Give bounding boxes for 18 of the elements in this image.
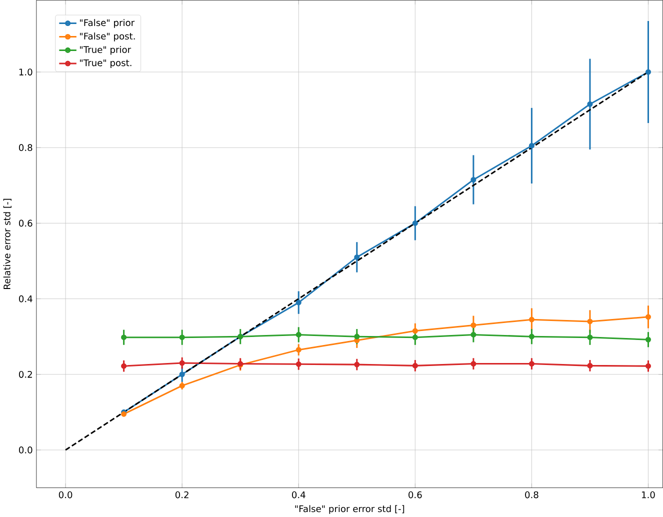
- y-tick-label: 0.6: [19, 220, 32, 226]
- x-axis-title: "False" prior error std [-]: [295, 505, 404, 514]
- x-tick-label: 0.6: [408, 491, 422, 498]
- x-tick-label: 1.0: [642, 491, 655, 498]
- legend-label: "True" prior: [80, 46, 132, 55]
- x-tick-label: 0.4: [292, 491, 306, 498]
- x-tick-label: 0.8: [525, 491, 538, 498]
- y-tick-label: 0.4: [19, 295, 32, 302]
- legend-label: "False" post.: [80, 32, 135, 42]
- y-tick-label: 0.8: [19, 144, 32, 151]
- y-tick-label: 1.0: [19, 68, 32, 76]
- y-tick-label: 0.0: [19, 446, 32, 454]
- legend-label: "False" prior: [80, 18, 135, 28]
- y-axis-title: Relative error std [-]: [3, 198, 12, 289]
- x-tick-label: 0.0: [58, 491, 72, 498]
- y-tick-label: 0.2: [19, 370, 32, 378]
- x-tick-label: 0.2: [175, 491, 188, 498]
- legend-label: "True" post.: [80, 59, 132, 68]
